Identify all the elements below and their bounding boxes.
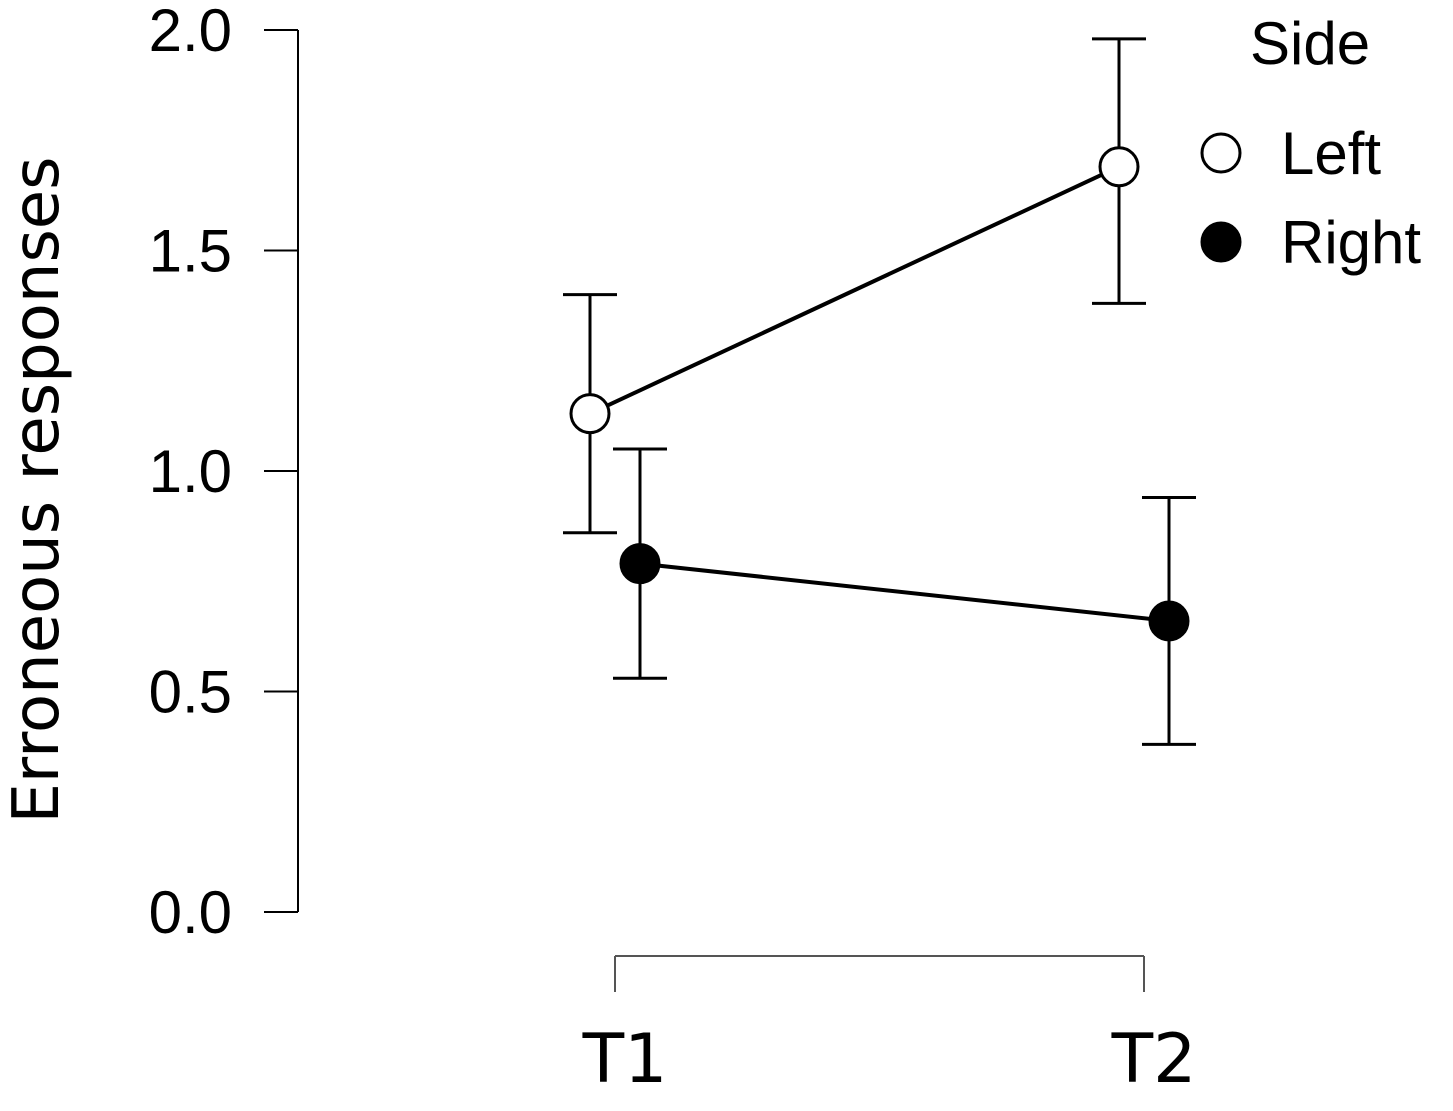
y-axis-title: Erroneous responses <box>0 156 74 823</box>
y-tick-label: 2.0 <box>149 0 232 64</box>
legend: Side Left Right <box>1200 10 1421 276</box>
x-tick-label: T1 <box>582 1020 668 1099</box>
y-axis: 0.0 0.5 1.0 1.5 2.0 <box>149 0 299 946</box>
data-point-left <box>1098 146 1140 188</box>
data-point-left <box>569 393 611 435</box>
y-tick-label: 0.5 <box>149 659 232 726</box>
x-axis: T1 T2 <box>582 955 1197 1099</box>
legend-marker-left <box>1200 132 1242 174</box>
y-tick-label: 1.5 <box>149 218 232 285</box>
data-point-right <box>619 543 661 585</box>
y-tick-label: 0.0 <box>149 879 232 946</box>
legend-marker-right <box>1200 221 1242 263</box>
legend-title: Side <box>1250 10 1370 77</box>
series-line-left <box>589 164 1120 416</box>
series-line-right <box>639 561 1170 623</box>
data-point-right <box>1148 600 1190 642</box>
x-tick-label: T2 <box>1111 1020 1197 1099</box>
legend-label-right: Right <box>1281 209 1421 276</box>
legend-label-left: Left <box>1281 120 1381 187</box>
plot-area <box>563 37 1196 746</box>
y-tick-label: 1.0 <box>149 438 232 505</box>
